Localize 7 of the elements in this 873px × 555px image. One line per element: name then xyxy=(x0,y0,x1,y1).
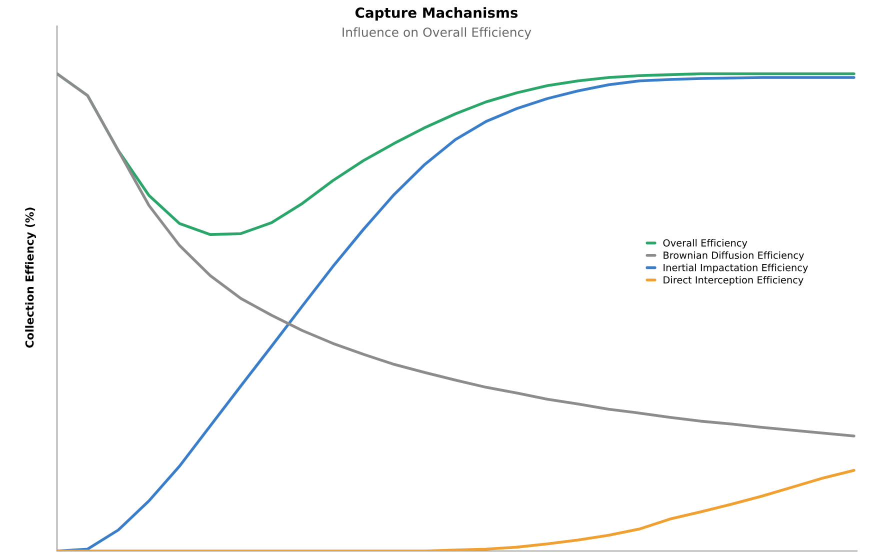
chart-subtitle: Influence on Overall Efficiency xyxy=(342,27,532,40)
chart-title: Capture Machanisms xyxy=(355,7,518,21)
legend-label: Inertial Impactation Efficiency xyxy=(664,264,808,274)
legend-label: Direct Interception Efficiency xyxy=(664,276,804,286)
legend-label: Overall Efficiency xyxy=(663,239,748,248)
y-axis-title: Collection Effiency (%) xyxy=(25,208,36,348)
legend-label: Brownian Diffusion Efficiency xyxy=(664,251,804,261)
